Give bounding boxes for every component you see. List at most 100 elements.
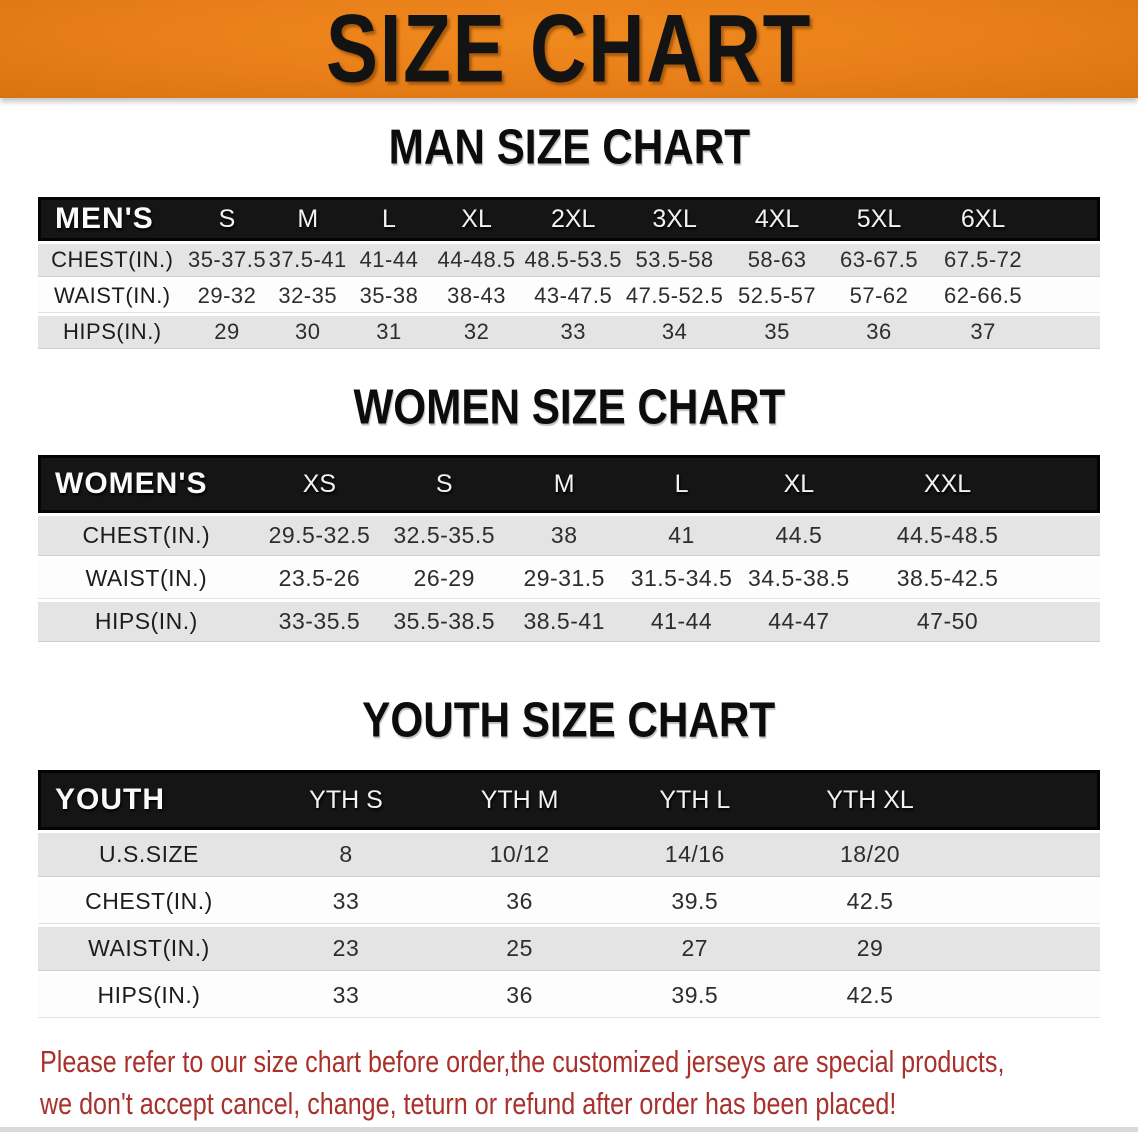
men-header-row: MEN'S S M L XL 2XL 3XL 4XL 5XL 6XL <box>38 197 1100 241</box>
men-size-header: 2XL <box>523 197 624 241</box>
cell: 47-50 <box>858 602 1037 642</box>
cell: 33 <box>259 974 432 1018</box>
table-row: U.S.SIZE 8 10/12 14/16 18/20 <box>38 833 1100 877</box>
cell: 8 <box>259 833 432 877</box>
cell-spacer <box>957 833 1100 877</box>
men-size-header: 5XL <box>828 197 930 241</box>
cell-spacer <box>1036 516 1100 556</box>
cell: 14/16 <box>607 833 783 877</box>
table-row: WAIST(IN.) 29-32 32-35 35-38 38-43 43-47… <box>38 280 1100 313</box>
header-spacer <box>1036 197 1100 241</box>
cell: 44-47 <box>738 602 859 642</box>
youth-size-header: YTH L <box>607 770 783 830</box>
disclaimer-note: Please refer to our size chart before or… <box>40 1041 1138 1125</box>
row-label: CHEST(IN.) <box>38 880 260 924</box>
women-section-heading: WOMEN SIZE CHART <box>0 383 1138 432</box>
size-chart-banner: SIZE CHART <box>0 0 1138 98</box>
row-label: HIPS(IN.) <box>38 974 260 1018</box>
men-size-table: MEN'S S M L XL 2XL 3XL 4XL 5XL 6XL CHEST… <box>38 194 1100 352</box>
cell: 42.5 <box>782 974 958 1018</box>
cell: 47.5-52.5 <box>623 280 727 313</box>
cell: 18/20 <box>782 833 958 877</box>
cell: 48.5-53.5 <box>523 244 624 277</box>
men-size-header: 6XL <box>929 197 1037 241</box>
table-row: CHEST(IN.) 33 36 39.5 42.5 <box>38 880 1100 924</box>
cell-spacer <box>1036 559 1100 599</box>
row-label: WAIST(IN.) <box>38 280 187 313</box>
cell: 29 <box>782 927 958 971</box>
cell: 30 <box>267 316 349 349</box>
cell: 38.5-42.5 <box>858 559 1037 599</box>
cell: 34.5-38.5 <box>738 559 859 599</box>
youth-size-header: YTH S <box>259 770 432 830</box>
header-spacer <box>1036 455 1100 513</box>
bottom-edge-strip <box>0 1127 1138 1132</box>
women-size-header: XS <box>254 455 385 513</box>
cell: 29-31.5 <box>504 559 625 599</box>
cell: 39.5 <box>607 880 783 924</box>
cell: 63-67.5 <box>828 244 930 277</box>
men-size-header: 3XL <box>623 197 727 241</box>
cell: 44.5 <box>738 516 859 556</box>
cell: 33-35.5 <box>254 602 385 642</box>
cell: 32 <box>429 316 524 349</box>
row-label: WAIST(IN.) <box>38 927 260 971</box>
cell: 52.5-57 <box>726 280 829 313</box>
cell: 27 <box>607 927 783 971</box>
cell-spacer <box>1036 316 1100 349</box>
cell: 58-63 <box>726 244 829 277</box>
cell: 31 <box>348 316 430 349</box>
table-row: HIPS(IN.) 29 30 31 32 33 34 35 36 37 <box>38 316 1100 349</box>
men-size-header: L <box>348 197 430 241</box>
men-size-header: 4XL <box>726 197 829 241</box>
row-label: CHEST(IN.) <box>38 244 187 277</box>
youth-section-heading: YOUTH SIZE CHART <box>0 696 1138 745</box>
cell: 32.5-35.5 <box>384 516 505 556</box>
man-section-heading-text: MAN SIZE CHART <box>388 120 750 175</box>
cell: 23.5-26 <box>254 559 385 599</box>
cell: 29-32 <box>186 280 268 313</box>
cell: 39.5 <box>607 974 783 1018</box>
cell-spacer <box>1036 280 1100 313</box>
youth-size-header: YTH XL <box>782 770 958 830</box>
cell: 57-62 <box>828 280 930 313</box>
cell: 41-44 <box>348 244 430 277</box>
women-size-header: XXL <box>858 455 1037 513</box>
cell-spacer <box>957 974 1100 1018</box>
row-label: CHEST(IN.) <box>38 516 255 556</box>
women-header-row: WOMEN'S XS S M L XL XXL <box>38 455 1100 513</box>
youth-header-row: YOUTH YTH S YTH M YTH L YTH XL <box>38 770 1100 830</box>
cell: 35 <box>726 316 829 349</box>
cell-spacer <box>1036 602 1100 642</box>
cell: 29 <box>186 316 268 349</box>
women-size-header: S <box>384 455 505 513</box>
cell: 29.5-32.5 <box>254 516 385 556</box>
row-label: U.S.SIZE <box>38 833 260 877</box>
disclaimer-line-1: Please refer to our size chart before or… <box>40 1044 1005 1079</box>
row-label: HIPS(IN.) <box>38 316 187 349</box>
cell: 31.5-34.5 <box>624 559 739 599</box>
table-row: WAIST(IN.) 23.5-26 26-29 29-31.5 31.5-34… <box>38 559 1100 599</box>
cell: 42.5 <box>782 880 958 924</box>
cell: 35-38 <box>348 280 430 313</box>
cell: 38-43 <box>429 280 524 313</box>
men-size-header: S <box>186 197 268 241</box>
row-label: WAIST(IN.) <box>38 559 255 599</box>
cell: 37.5-41 <box>267 244 349 277</box>
banner-title: SIZE CHART <box>325 0 813 103</box>
table-row: HIPS(IN.) 33 36 39.5 42.5 <box>38 974 1100 1018</box>
header-spacer <box>957 770 1100 830</box>
women-size-header: L <box>624 455 739 513</box>
men-corner-label: MEN'S <box>38 197 187 241</box>
man-section-heading: MAN SIZE CHART <box>0 120 1138 175</box>
table-row: HIPS(IN.) 33-35.5 35.5-38.5 38.5-41 41-4… <box>38 602 1100 642</box>
row-label: HIPS(IN.) <box>38 602 255 642</box>
men-size-header: M <box>267 197 349 241</box>
table-row: CHEST(IN.) 35-37.5 37.5-41 41-44 44-48.5… <box>38 244 1100 277</box>
cell: 43-47.5 <box>523 280 624 313</box>
cell: 26-29 <box>384 559 505 599</box>
cell: 32-35 <box>267 280 349 313</box>
cell-spacer <box>1036 244 1100 277</box>
cell: 41-44 <box>624 602 739 642</box>
women-corner-label: WOMEN'S <box>38 455 255 513</box>
